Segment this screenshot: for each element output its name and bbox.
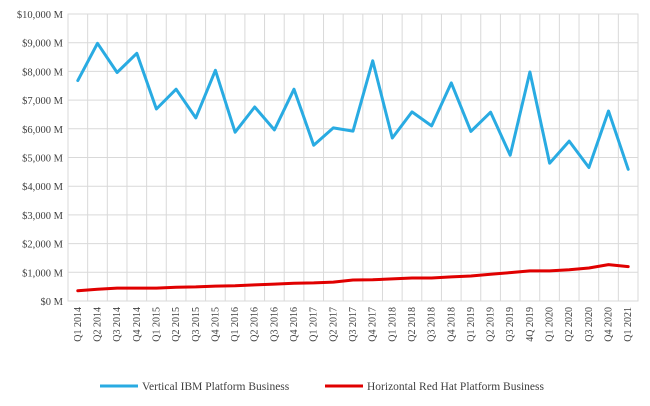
x-tick-label: Q3 2016	[269, 307, 280, 342]
legend-label-0: Vertical IBM Platform Business	[142, 381, 290, 393]
x-tick-label: Q3 2015	[191, 307, 202, 342]
x-tick-label: Q2 2018	[407, 307, 418, 342]
x-tick-label: Q2 2017	[328, 307, 339, 342]
x-tick-label: Q2 2020	[564, 307, 575, 342]
x-tick-label: 4Q 2019	[525, 307, 536, 342]
series-line-0	[76, 41, 630, 171]
y-tick-label: $0 M	[41, 297, 64, 308]
x-tick-label: Q3 2020	[584, 307, 595, 342]
y-tick-label: $2,000 M	[22, 240, 64, 251]
x-tick-label: Q1 2021	[623, 307, 634, 342]
x-tick-label: Q2 2016	[250, 307, 261, 342]
axes	[67, 13, 639, 302]
x-tick-label: Q4 2017	[368, 307, 379, 342]
x-axis-tick-labels: Q1 2014 Q2 2014 Q3 2014 Q4 2014 Q1 2015 Q2 20…	[73, 307, 634, 342]
legend: Vertical IBM Platform Business Horizontal…	[100, 381, 544, 393]
x-tick-label: Q1 2020	[545, 307, 556, 342]
x-tick-label: Q1 2017	[309, 307, 320, 342]
plot-area-border	[67, 13, 639, 302]
y-tick-label: $5,000 M	[22, 154, 64, 165]
x-tick-label: Q1 2019	[466, 307, 477, 342]
gridlines	[67, 13, 639, 302]
series-line-1	[76, 263, 630, 293]
y-axis-tick-labels: $0 M $1,000 M $2,000 M $3,000 M $4,000 M $5,0…	[17, 10, 64, 308]
y-tick-label: $10,000 M	[17, 10, 64, 21]
x-tick-label: Q3 2019	[505, 307, 516, 342]
y-tick-label: $7,000 M	[22, 96, 64, 107]
x-tick-label: Q4 2014	[132, 307, 143, 342]
y-tick-label: $1,000 M	[22, 268, 64, 279]
y-tick-label: $4,000 M	[22, 182, 64, 193]
legend-label-1: Horizontal Red Hat Platform Business	[367, 381, 544, 393]
x-tick-label: Q2 2015	[171, 307, 182, 342]
y-tick-label: $3,000 M	[22, 211, 64, 222]
x-tick-label: Q4 2020	[604, 307, 615, 342]
x-tick-label: Q1 2014	[73, 307, 84, 342]
x-tick-label: Q1 2016	[230, 307, 241, 342]
x-tick-label: Q3 2014	[112, 307, 123, 342]
y-tick-label: $9,000 M	[22, 39, 64, 50]
x-tick-label: Q4 2016	[289, 307, 300, 342]
x-tick-label: Q4 2018	[446, 307, 457, 342]
y-tick-label: $6,000 M	[22, 125, 64, 136]
x-tick-label: Q2 2019	[486, 307, 497, 342]
x-tick-label: Q3 2018	[427, 307, 438, 342]
series-lines	[76, 41, 630, 293]
x-tick-label: Q3 2017	[348, 307, 359, 342]
x-tick-label: Q4 2015	[210, 307, 221, 342]
x-tick-label: Q2 2014	[92, 307, 103, 342]
x-tick-label: Q1 2018	[387, 307, 398, 342]
y-tick-label: $8,000 M	[22, 67, 64, 78]
x-tick-label: Q1 2015	[151, 307, 162, 342]
